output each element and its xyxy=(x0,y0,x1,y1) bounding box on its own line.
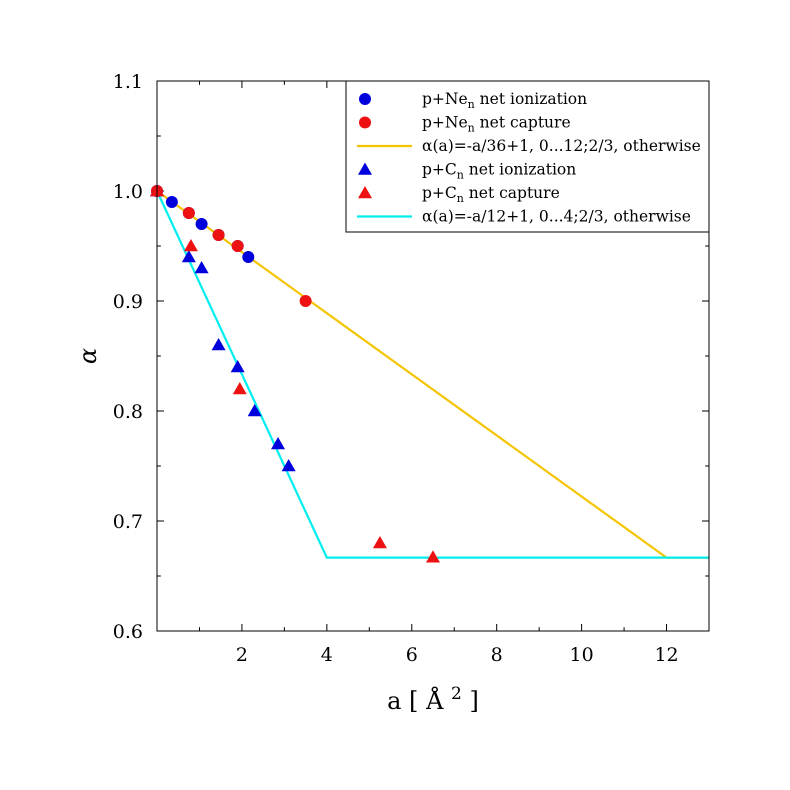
data-point-s4-1 xyxy=(183,239,198,252)
data-point-s1-2 xyxy=(212,229,225,241)
legend-label-main: p+Ne xyxy=(422,90,468,108)
legend-box xyxy=(345,80,710,233)
x-tick-label: 12 xyxy=(654,644,678,666)
legend-swatch-1 xyxy=(359,116,371,129)
data-point-s3-3 xyxy=(211,338,226,351)
legend-label-sub: n xyxy=(468,122,475,135)
x-tick-label: 6 xyxy=(406,644,418,666)
data-point-s1-4 xyxy=(299,295,312,307)
y-tick-label: 0.6 xyxy=(113,621,143,643)
data-point-s3-2 xyxy=(194,261,209,274)
data-point-s3-6 xyxy=(271,437,286,450)
legend-label-3: p+Cn net ionization xyxy=(422,161,576,182)
legend-label-rest: net capture xyxy=(475,114,571,132)
legend-label-0: p+Nen net ionization xyxy=(422,90,587,111)
legend-label-rest: net ionization xyxy=(475,90,587,108)
legend-label-4: p+Cn net capture xyxy=(422,184,560,205)
y-tick-label: 0.9 xyxy=(113,291,143,313)
legend-label-main: p+C xyxy=(422,161,457,179)
data-point-s1-3 xyxy=(231,240,244,252)
data-point-s0-3 xyxy=(195,218,208,230)
legend-label-main: p+C xyxy=(422,184,457,202)
legend-label-5: α(a)=-a/12+1, 0...4;2/3, otherwise xyxy=(422,208,691,226)
x-tick-label: 2 xyxy=(236,644,248,666)
data-point-s4-2 xyxy=(232,382,247,395)
x-axis-unit-symbol: Å xyxy=(425,686,444,715)
x-axis-unit-close: ] xyxy=(470,687,479,715)
lines-layer xyxy=(156,190,709,559)
data-point-s4-3 xyxy=(372,536,387,549)
x-tick-label: 4 xyxy=(321,644,333,666)
x-axis-title: a [ Å 2 ] xyxy=(387,677,479,715)
x-axis-label: a xyxy=(387,687,401,715)
x-tick-label: 10 xyxy=(570,644,594,666)
x-axis-unit-open: [ xyxy=(409,687,418,715)
legend-label-rest: net ionization xyxy=(464,161,576,179)
data-point-s0-6 xyxy=(242,251,255,263)
y-tick-label: 0.8 xyxy=(113,401,143,423)
y-tick-label: 1.0 xyxy=(113,181,143,203)
legend-label-sub: n xyxy=(457,192,464,205)
y-tick-label: 0.7 xyxy=(113,511,143,533)
data-point-s4-4 xyxy=(426,550,440,563)
x-axis-unit-exponent: 2 xyxy=(451,684,462,704)
data-point-s0-1 xyxy=(165,196,178,208)
data-point-s3-4 xyxy=(230,360,245,373)
legend-label-main: α(a)=-a/12+1, 0...4;2/3, otherwise xyxy=(422,208,691,226)
legend-label-rest: net capture xyxy=(464,184,560,202)
y-axis-title: α xyxy=(74,348,102,364)
x-tick-label: 8 xyxy=(491,644,503,666)
legend-swatch-3 xyxy=(358,162,372,175)
ticks-layer: 2 4 6 8 10 12 0.6 0.7 0.8 0.9 1.0 1.1 xyxy=(113,71,709,666)
data-point-s3-5 xyxy=(247,404,262,417)
points-layer xyxy=(150,184,440,563)
legend-swatch-4 xyxy=(358,186,372,199)
legend-swatch-0 xyxy=(359,93,371,105)
legend-label-main: α(a)=-a/36+1, 0...12;2/3, otherwise xyxy=(422,137,701,155)
series-line-5 xyxy=(156,190,709,559)
legend-label-main: p+Ne xyxy=(422,114,468,132)
legend-label-sub: n xyxy=(457,169,464,182)
legend-label-1: p+Nen net capture xyxy=(422,114,571,135)
legend-label-2: α(a)=-a/36+1, 0...12;2/3, otherwise xyxy=(422,137,701,155)
legend-label-sub: n xyxy=(468,98,475,111)
y-tick-label: 1.1 xyxy=(113,71,143,93)
data-point-s1-1 xyxy=(182,207,195,219)
data-point-s3-7 xyxy=(281,459,296,472)
data-point-s3-1 xyxy=(181,250,196,263)
